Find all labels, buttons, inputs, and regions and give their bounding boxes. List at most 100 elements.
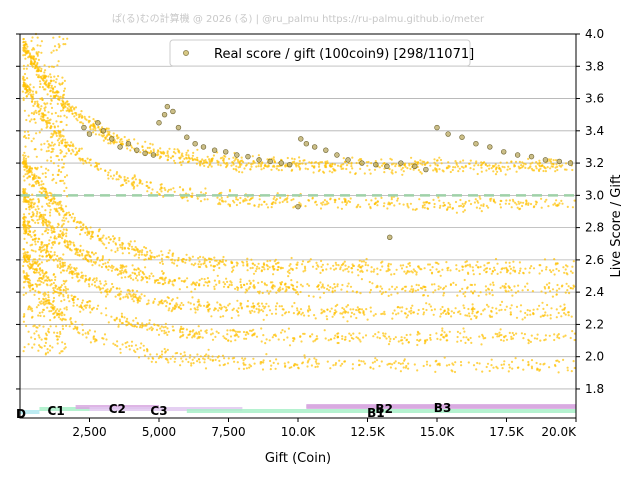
cloud-point (383, 313, 386, 316)
cloud-point (232, 199, 235, 202)
highlight-point (445, 131, 451, 137)
cloud-point (492, 170, 495, 173)
cloud-point (151, 327, 154, 330)
cloud-point (251, 262, 254, 265)
cloud-point (358, 364, 361, 367)
cloud-point (167, 188, 171, 191)
cloud-point (71, 144, 74, 147)
cloud-point (81, 122, 85, 125)
cloud-point (319, 271, 322, 274)
cloud-point (40, 261, 44, 264)
cloud-point (564, 264, 568, 267)
cloud-point (452, 281, 455, 284)
cloud-point (515, 316, 519, 319)
cloud-point (186, 149, 190, 152)
cloud-point (150, 251, 153, 254)
cloud-point (327, 339, 330, 342)
cloud-point (34, 221, 37, 224)
cloud-point (92, 306, 95, 309)
cloud-point (327, 289, 331, 292)
highlight-point (345, 157, 351, 163)
cloud-point (161, 302, 164, 305)
cloud-point (250, 165, 253, 168)
cloud-point (435, 332, 438, 335)
cloud-point (473, 314, 476, 317)
cloud-point (37, 51, 40, 54)
cloud-point (255, 335, 259, 338)
cloud-point (129, 240, 132, 243)
cloud-point (164, 351, 167, 354)
cloud-point (346, 304, 350, 307)
cloud-point (59, 260, 62, 263)
cloud-point (356, 268, 359, 271)
cloud-point (333, 268, 336, 271)
cloud-point (65, 232, 68, 235)
cloud-point (63, 175, 67, 179)
cloud-point (233, 356, 236, 359)
cloud-point (287, 286, 291, 289)
cloud-point (256, 290, 260, 293)
cloud-point (92, 118, 95, 121)
cloud-point (161, 260, 164, 263)
cloud-point (545, 198, 548, 201)
cloud-point (60, 350, 63, 353)
cloud-point (22, 40, 25, 44)
cloud-point (169, 357, 172, 360)
cloud-point (562, 335, 565, 338)
cloud-point (58, 144, 61, 147)
cloud-point (129, 293, 132, 296)
cloud-point (39, 82, 42, 86)
cloud-point (88, 306, 91, 309)
band-c3 (89, 407, 243, 411)
cloud-point (252, 160, 255, 163)
cloud-point (56, 226, 59, 229)
cloud-point (463, 306, 466, 310)
cloud-point (260, 302, 264, 305)
cloud-point (234, 287, 237, 290)
cloud-point (22, 213, 26, 216)
cloud-point (36, 205, 39, 208)
cloud-point (125, 346, 128, 349)
cloud-point (39, 273, 42, 276)
cloud-point (232, 167, 235, 171)
cloud-point (88, 304, 91, 307)
cloud-point (43, 294, 46, 297)
cloud-point (176, 264, 179, 267)
cloud-point (50, 99, 53, 102)
cloud-point (116, 293, 119, 296)
cloud-point (118, 272, 121, 275)
cloud-point (572, 360, 575, 363)
cloud-point (455, 211, 458, 214)
highlight-point (192, 141, 198, 147)
cloud-point (202, 256, 205, 259)
cloud-point (402, 264, 405, 267)
highlight-point (528, 153, 535, 160)
cloud-point (53, 197, 56, 200)
cloud-point (68, 272, 71, 275)
cloud-point (285, 285, 288, 288)
cloud-point (547, 158, 551, 161)
cloud-point (25, 47, 28, 50)
cloud-point (331, 291, 334, 294)
cloud-point (464, 341, 467, 344)
cloud-point (390, 196, 393, 199)
cloud-point (141, 145, 144, 149)
cloud-point (307, 310, 310, 313)
cloud-point (22, 227, 26, 230)
cloud-point (26, 224, 29, 227)
cloud-point (97, 168, 100, 171)
cloud-point (65, 186, 68, 189)
cloud-point (333, 337, 336, 340)
cloud-point (244, 363, 247, 366)
cloud-point (67, 296, 70, 299)
cloud-point (54, 275, 57, 279)
cloud-point (157, 279, 160, 282)
cloud-point (281, 329, 284, 332)
cloud-point (68, 325, 71, 328)
cloud-point (299, 283, 303, 286)
cloud-point (158, 281, 161, 285)
cloud-point (24, 154, 27, 157)
cloud-point (246, 269, 249, 272)
cloud-point (29, 282, 32, 285)
cloud-point (483, 269, 486, 272)
